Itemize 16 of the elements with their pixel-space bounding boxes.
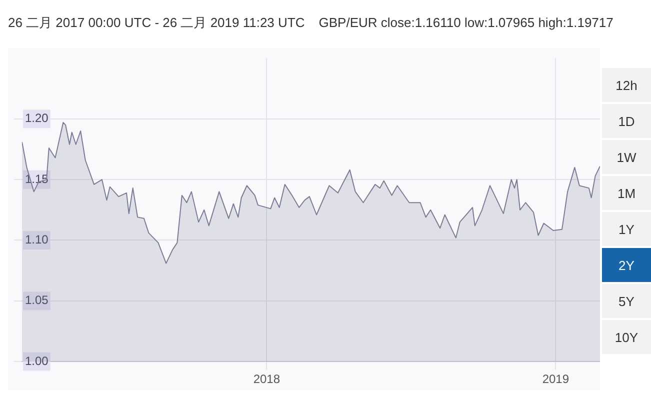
chart-subtitle: GBP/EUR close:1.16110 low:1.07965 high:1.19717	[318, 15, 614, 30]
x-tick-label: 2019	[542, 372, 570, 386]
chart-title: 26 二月 2017 00:00 UTC - 26 二月 2019 11:23 UTC	[8, 15, 305, 30]
text: 12h	[602, 68, 651, 102]
text: 1W	[602, 140, 651, 174]
text: 1D	[602, 104, 651, 138]
x-tick-label: 2018	[253, 372, 280, 386]
y-tick-label: 1.00	[25, 354, 49, 368]
text: 1Y	[602, 212, 651, 246]
y-tick-label: 1.20	[25, 111, 49, 126]
text: 2Y	[602, 248, 651, 282]
text: 5Y	[602, 284, 651, 318]
y-tick-label: 1.10	[25, 232, 49, 247]
text: 10Y	[602, 320, 651, 354]
y-tick-label: 1.05	[25, 293, 49, 308]
text: 1M	[602, 176, 651, 210]
